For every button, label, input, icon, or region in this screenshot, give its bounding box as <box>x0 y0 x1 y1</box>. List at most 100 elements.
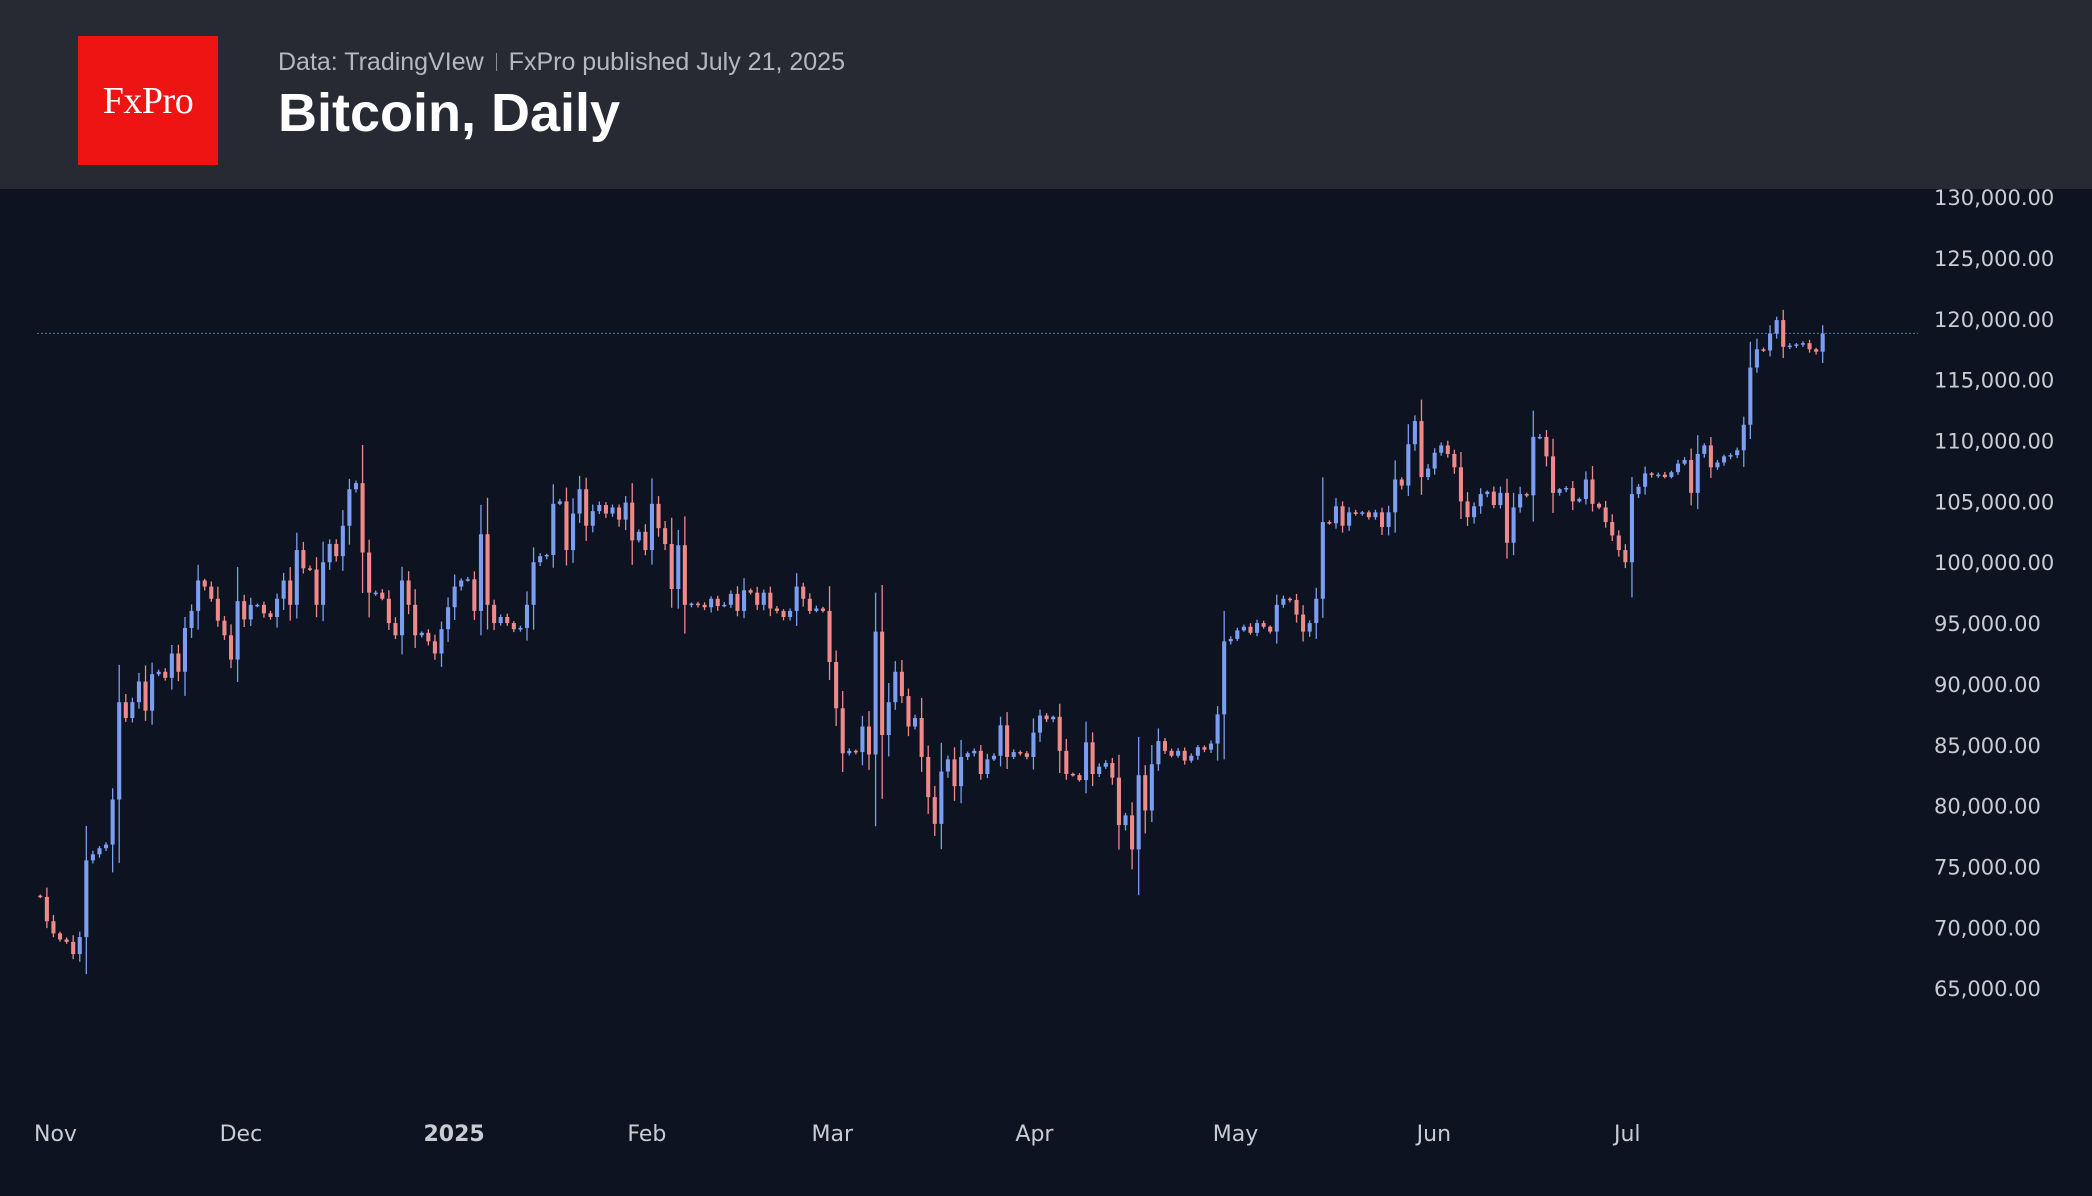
candle-body <box>1156 741 1161 765</box>
y-tick-label: 125,000.00 <box>1934 247 2054 271</box>
candle <box>945 755 950 778</box>
candle <box>630 483 635 565</box>
y-tick-label: 80,000.00 <box>1934 795 2041 819</box>
candle <box>1399 477 1404 490</box>
candle-body <box>380 592 385 599</box>
candle-body <box>1524 494 1529 496</box>
candle <box>998 716 1003 767</box>
candle <box>1761 347 1766 353</box>
candle-body <box>1195 747 1200 756</box>
candle-body <box>1787 345 1792 348</box>
candle-body <box>1682 460 1687 464</box>
candle-body <box>544 554 549 557</box>
y-tick-label: 75,000.00 <box>1934 855 2041 879</box>
candle <box>1662 471 1667 479</box>
candle-body <box>1820 333 1825 352</box>
candle <box>768 586 773 617</box>
candle-body <box>340 525 345 557</box>
candle <box>663 521 668 551</box>
candle <box>1235 627 1240 642</box>
candle-body <box>1412 421 1417 445</box>
candle-body <box>794 586 799 611</box>
candle-body <box>1149 764 1154 811</box>
candle-body <box>1169 750 1174 756</box>
candle <box>498 614 503 626</box>
candle-body <box>196 580 201 611</box>
candle-body <box>1393 479 1398 513</box>
candle <box>465 576 470 582</box>
candle <box>1057 703 1062 774</box>
y-tick-label: 115,000.00 <box>1934 369 2054 393</box>
candle <box>774 605 779 614</box>
candle <box>1406 424 1411 496</box>
candle-body <box>597 505 602 512</box>
candle-body <box>570 513 576 551</box>
candle-body <box>1333 506 1339 524</box>
candle <box>163 668 168 681</box>
candle-body <box>209 586 214 599</box>
candle-body <box>294 550 299 605</box>
candle <box>169 644 174 690</box>
candle <box>353 480 359 493</box>
candle <box>709 596 714 613</box>
candle <box>150 662 155 725</box>
candle <box>682 516 687 634</box>
candle-body <box>1774 320 1779 334</box>
candle-body <box>176 653 181 672</box>
candle-body <box>1024 753 1029 757</box>
candle <box>1814 347 1819 355</box>
candle <box>1590 466 1595 512</box>
candle <box>913 714 918 730</box>
candle-body <box>1274 604 1279 632</box>
candle-body <box>1761 349 1766 351</box>
candle <box>1268 625 1273 634</box>
candle <box>1130 802 1135 870</box>
candle-body <box>1241 626 1246 631</box>
candle <box>1537 434 1542 440</box>
candle <box>1037 709 1043 742</box>
candle <box>899 659 904 703</box>
candle <box>1629 477 1634 598</box>
candle <box>1550 438 1556 513</box>
candle-body <box>880 631 885 736</box>
chart-header: FxPro Data: TradingVIew FxPro published J… <box>0 0 2092 189</box>
candle <box>505 613 510 626</box>
candle <box>228 624 234 669</box>
candle-body <box>1735 450 1740 456</box>
candle-body <box>952 759 957 787</box>
candle <box>143 665 148 721</box>
candle <box>1787 343 1792 350</box>
candle-body <box>123 702 128 719</box>
candle-body <box>130 702 135 719</box>
candle <box>893 661 898 710</box>
candle <box>722 602 727 608</box>
candle <box>597 501 602 515</box>
candle <box>1097 763 1102 778</box>
candle <box>1689 448 1694 506</box>
candle <box>1241 624 1246 632</box>
candle <box>1721 454 1727 466</box>
candle <box>84 825 89 975</box>
candle <box>1156 728 1161 771</box>
x-tick-label: Nov <box>34 1122 77 1147</box>
candle-body <box>1721 456 1727 463</box>
candle <box>248 597 253 627</box>
candle <box>1478 488 1483 514</box>
candle <box>1090 732 1095 787</box>
candle <box>1741 416 1746 467</box>
candle <box>801 582 806 607</box>
candle <box>301 541 306 574</box>
candle-body <box>893 671 898 703</box>
candle <box>413 589 418 648</box>
candle <box>492 599 497 631</box>
candle <box>991 753 997 761</box>
candle <box>294 532 299 619</box>
candle-body <box>1248 626 1253 633</box>
candle-body <box>242 601 247 620</box>
candle <box>1024 751 1029 760</box>
candle-body <box>768 592 773 609</box>
y-axis: 130,000.00 125,000.00 120,000.00 115,000.00… <box>1934 186 2054 1001</box>
candle <box>590 504 595 533</box>
x-tick-label: 2025 <box>423 1122 484 1147</box>
candle-body <box>1478 494 1483 507</box>
